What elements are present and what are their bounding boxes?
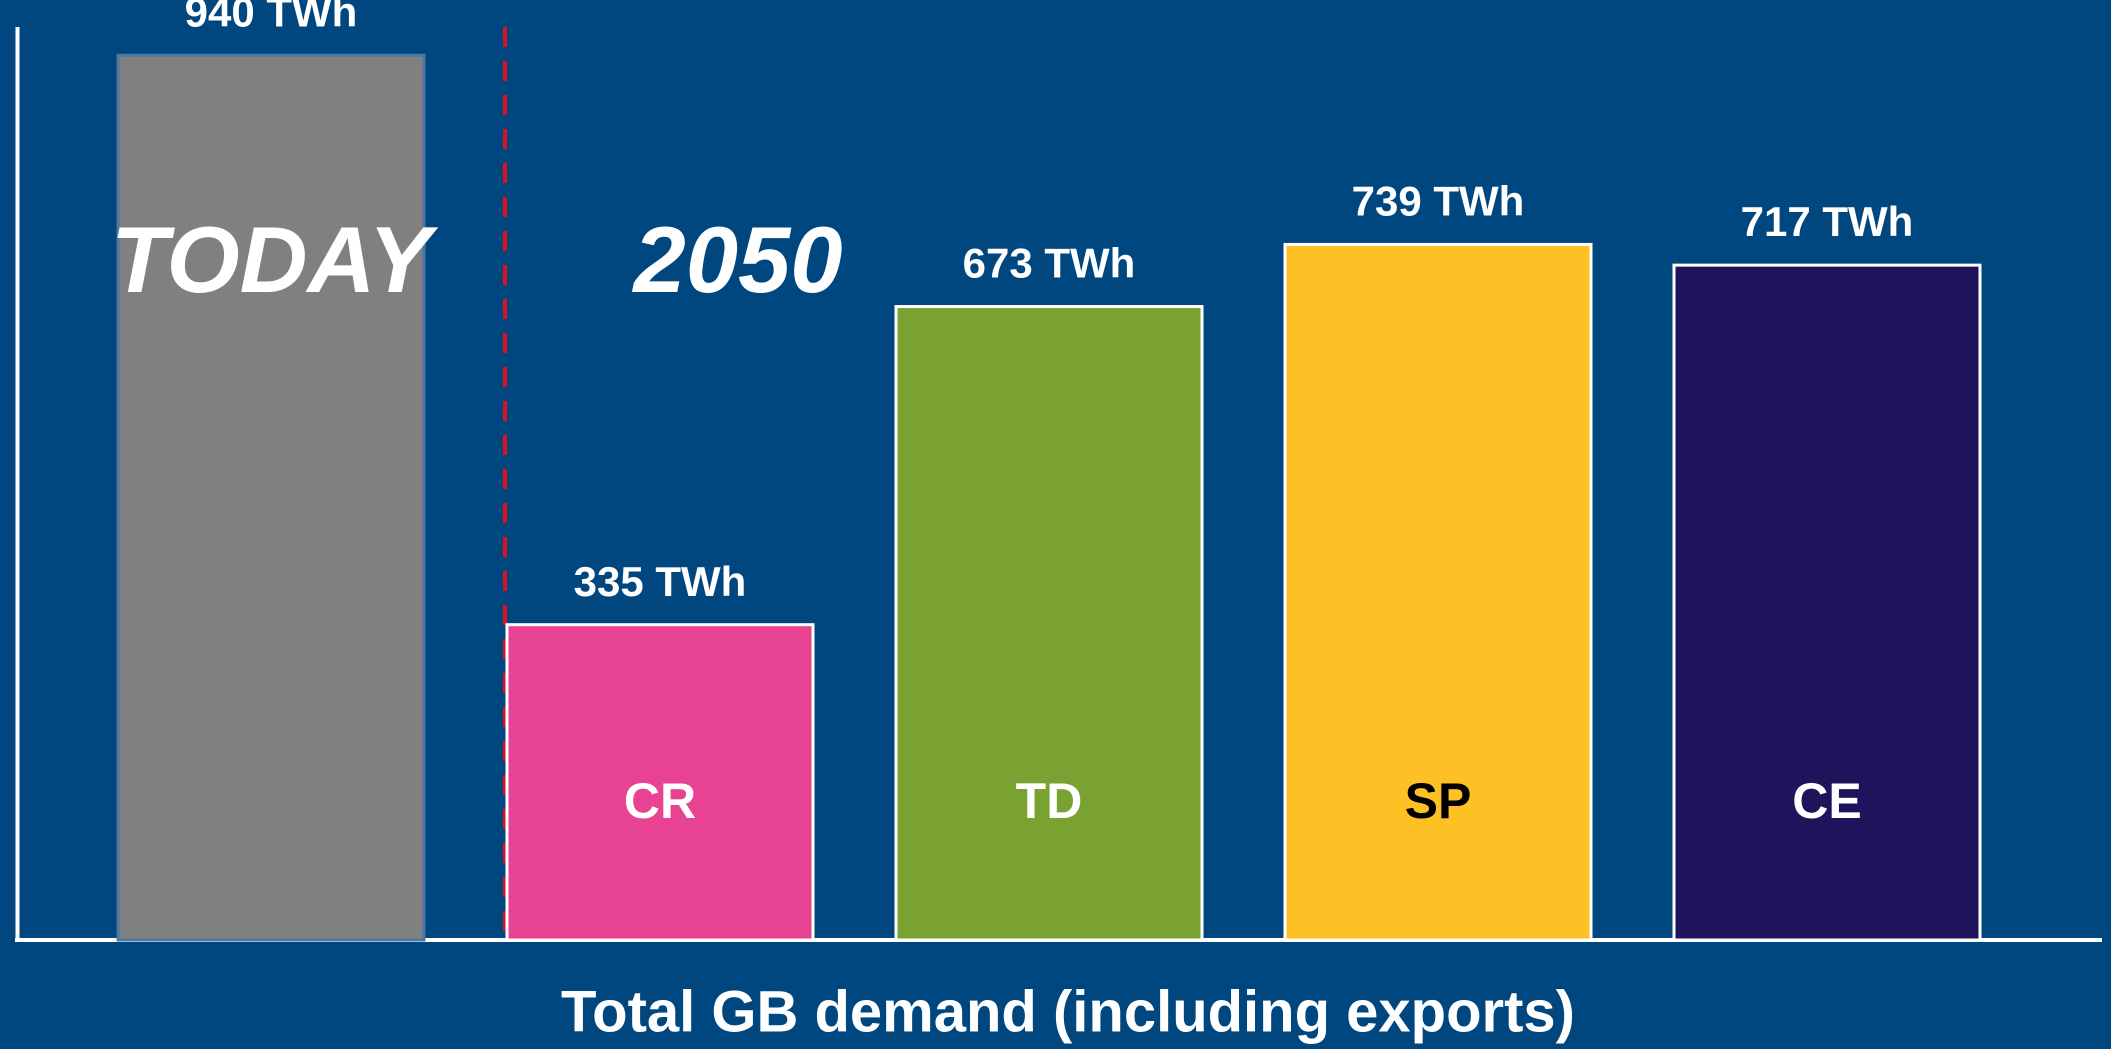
value-label: 335 TWh <box>574 558 747 605</box>
value-label: 717 TWh <box>1741 198 1914 245</box>
x-axis-label: Total GB demand (including exports) <box>561 979 1575 1044</box>
value-label: 739 TWh <box>1352 178 1525 225</box>
annotation: 2050 <box>631 207 842 312</box>
bar <box>116 53 426 942</box>
value-label: 673 TWh <box>963 240 1136 287</box>
category-label: CE <box>1792 773 1861 829</box>
category-label: TD <box>1016 773 1083 829</box>
bar <box>1283 242 1593 942</box>
bar <box>894 305 1204 942</box>
bar <box>1672 263 1982 942</box>
category-label: TODAY <box>111 207 439 312</box>
value-label: 940 TWh <box>185 0 358 35</box>
bar <box>505 623 815 942</box>
category-label: SP <box>1405 773 1472 829</box>
category-label: CR <box>624 773 696 829</box>
